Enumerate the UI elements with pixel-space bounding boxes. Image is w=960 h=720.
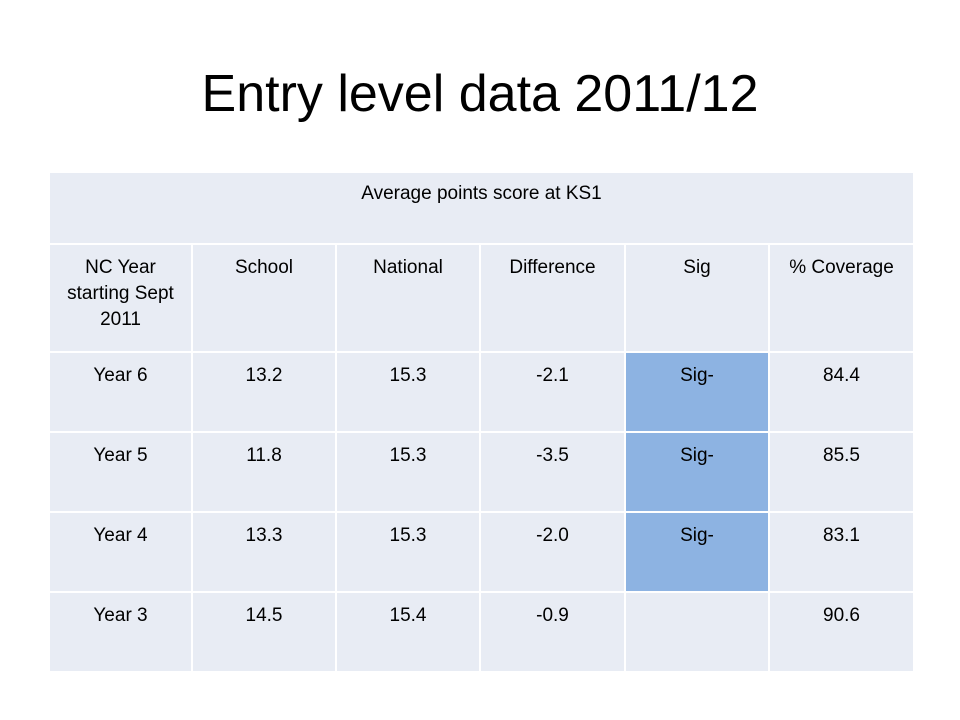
cell-difference: -2.0 — [479, 511, 626, 593]
cell-year: Year 6 — [48, 351, 193, 433]
cell-national: 15.3 — [335, 511, 481, 593]
cell-sig: Sig- — [624, 351, 770, 433]
cell-school: 14.5 — [191, 591, 337, 673]
cell-school: 11.8 — [191, 431, 337, 513]
column-header-coverage: % Coverage — [768, 243, 915, 353]
cell-sig — [624, 591, 770, 673]
cell-sig: Sig- — [624, 511, 770, 593]
cell-sig: Sig- — [624, 431, 770, 513]
cell-national: 15.4 — [335, 591, 481, 673]
column-header-school: School — [191, 243, 337, 353]
cell-year: Year 4 — [48, 511, 193, 593]
slide-title: Entry level data 2011/12 — [201, 65, 759, 123]
cell-difference: -2.1 — [479, 351, 626, 433]
entry-level-data-table: Average points score at KS1 NC Year star… — [48, 171, 915, 673]
cell-coverage: 85.5 — [768, 431, 915, 513]
column-header-sig: Sig — [624, 243, 770, 353]
cell-national: 15.3 — [335, 431, 481, 513]
table-row: Year 3 14.5 15.4 -0.9 90.6 — [48, 591, 915, 673]
cell-difference: -3.5 — [479, 431, 626, 513]
cell-school: 13.3 — [191, 511, 337, 593]
column-header-difference: Difference — [479, 243, 626, 353]
table-row: Year 5 11.8 15.3 -3.5 Sig- 85.5 — [48, 431, 915, 513]
table-row: Year 4 13.3 15.3 -2.0 Sig- 83.1 — [48, 511, 915, 593]
table-row: Year 6 13.2 15.3 -2.1 Sig- 84.4 — [48, 351, 915, 433]
cell-coverage: 90.6 — [768, 591, 915, 673]
cell-national: 15.3 — [335, 351, 481, 433]
cell-year: Year 5 — [48, 431, 193, 513]
column-header-national: National — [335, 243, 481, 353]
cell-school: 13.2 — [191, 351, 337, 433]
table-header-row: NC Year starting Sept 2011 School Nation… — [48, 243, 915, 353]
cell-coverage: 83.1 — [768, 511, 915, 593]
cell-year: Year 3 — [48, 591, 193, 673]
table-caption-row: Average points score at KS1 — [48, 171, 915, 245]
column-header-nc-year: NC Year starting Sept 2011 — [48, 243, 193, 353]
cell-difference: -0.9 — [479, 591, 626, 673]
cell-coverage: 84.4 — [768, 351, 915, 433]
table-caption: Average points score at KS1 — [48, 171, 915, 245]
